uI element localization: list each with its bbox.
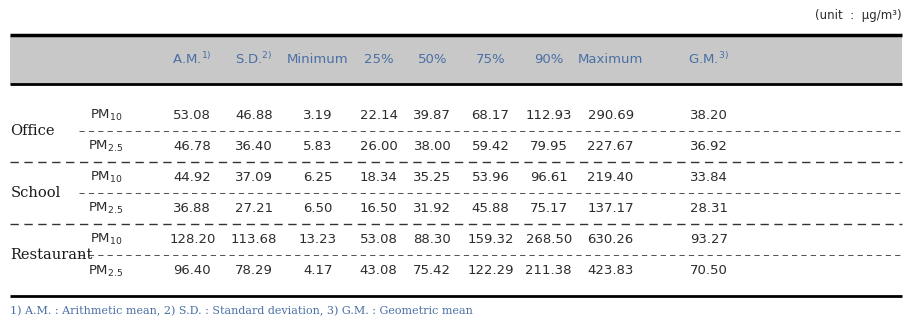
Text: 96.61: 96.61 <box>529 171 567 184</box>
Text: (unit  :  μg/m³): (unit : μg/m³) <box>814 9 901 22</box>
Text: Office: Office <box>10 124 55 138</box>
Text: A.M.$^{1)}$: A.M.$^{1)}$ <box>172 51 212 67</box>
Text: 31.92: 31.92 <box>413 202 451 215</box>
Text: Minimum: Minimum <box>287 53 348 66</box>
Text: 44.92: 44.92 <box>173 171 211 184</box>
Text: PM$_{2.5}$: PM$_{2.5}$ <box>88 201 124 216</box>
Bar <box>10 35 901 84</box>
Text: PM$_{2.5}$: PM$_{2.5}$ <box>88 264 124 279</box>
Text: 70.50: 70.50 <box>689 265 727 278</box>
Text: 423.83: 423.83 <box>587 265 633 278</box>
Text: 38.00: 38.00 <box>413 140 451 153</box>
Text: School: School <box>10 186 61 200</box>
Text: 79.95: 79.95 <box>529 140 567 153</box>
Text: 37.09: 37.09 <box>235 171 272 184</box>
Text: 36.88: 36.88 <box>173 202 211 215</box>
Text: 46.88: 46.88 <box>235 109 272 122</box>
Text: 38.20: 38.20 <box>689 109 727 122</box>
Text: 36.92: 36.92 <box>689 140 727 153</box>
Text: 113.68: 113.68 <box>230 233 277 246</box>
Text: 6.50: 6.50 <box>302 202 333 215</box>
Text: 227.67: 227.67 <box>587 140 633 153</box>
Text: 26.00: 26.00 <box>360 140 397 153</box>
Text: 36.40: 36.40 <box>235 140 272 153</box>
Text: 28.31: 28.31 <box>689 202 727 215</box>
Text: 35.25: 35.25 <box>413 171 451 184</box>
Text: 6.25: 6.25 <box>302 171 333 184</box>
Text: 137.17: 137.17 <box>587 202 633 215</box>
Text: 90%: 90% <box>534 53 563 66</box>
Text: 290.69: 290.69 <box>587 109 633 122</box>
Text: 78.29: 78.29 <box>235 265 272 278</box>
Text: PM$_{2.5}$: PM$_{2.5}$ <box>88 139 124 154</box>
Text: 75.42: 75.42 <box>413 265 451 278</box>
Text: Maximum: Maximum <box>578 53 642 66</box>
Text: 27.21: 27.21 <box>235 202 273 215</box>
Text: 1) A.M. : Arithmetic mean, 2) S.D. : Standard deviation, 3) G.M. : Geometric mea: 1) A.M. : Arithmetic mean, 2) S.D. : Sta… <box>10 306 473 317</box>
Text: 43.08: 43.08 <box>360 265 397 278</box>
Text: 45.88: 45.88 <box>471 202 509 215</box>
Text: 75.17: 75.17 <box>529 202 568 215</box>
Text: 122.29: 122.29 <box>466 265 513 278</box>
Text: 5.83: 5.83 <box>302 140 333 153</box>
Text: 128.20: 128.20 <box>169 233 215 246</box>
Text: S.D.$^{2)}$: S.D.$^{2)}$ <box>235 51 272 67</box>
Text: PM$_{10}$: PM$_{10}$ <box>89 108 122 123</box>
Text: 59.42: 59.42 <box>471 140 509 153</box>
Text: 88.30: 88.30 <box>413 233 451 246</box>
Text: 13.23: 13.23 <box>299 233 336 246</box>
Text: 96.40: 96.40 <box>173 265 211 278</box>
Text: 93.27: 93.27 <box>689 233 727 246</box>
Text: G.M.$^{3)}$: G.M.$^{3)}$ <box>688 51 729 67</box>
Text: 46.78: 46.78 <box>173 140 211 153</box>
Text: 3.19: 3.19 <box>302 109 333 122</box>
Text: 219.40: 219.40 <box>587 171 633 184</box>
Text: 268.50: 268.50 <box>525 233 571 246</box>
Text: 16.50: 16.50 <box>359 202 397 215</box>
Text: 39.87: 39.87 <box>413 109 451 122</box>
Text: Restaurant: Restaurant <box>10 248 93 262</box>
Text: 33.84: 33.84 <box>689 171 727 184</box>
Text: PM$_{10}$: PM$_{10}$ <box>89 232 122 247</box>
Text: 211.38: 211.38 <box>525 265 571 278</box>
Text: 53.08: 53.08 <box>173 109 211 122</box>
Text: 630.26: 630.26 <box>587 233 633 246</box>
Text: PM$_{10}$: PM$_{10}$ <box>89 170 122 185</box>
Text: 53.96: 53.96 <box>471 171 509 184</box>
Text: 75%: 75% <box>476 53 505 66</box>
Text: 50%: 50% <box>417 53 446 66</box>
Text: 18.34: 18.34 <box>359 171 397 184</box>
Text: 112.93: 112.93 <box>525 109 571 122</box>
Text: 22.14: 22.14 <box>359 109 397 122</box>
Text: 25%: 25% <box>363 53 394 66</box>
Text: 4.17: 4.17 <box>302 265 333 278</box>
Text: 68.17: 68.17 <box>471 109 509 122</box>
Text: 159.32: 159.32 <box>466 233 513 246</box>
Text: 53.08: 53.08 <box>359 233 397 246</box>
